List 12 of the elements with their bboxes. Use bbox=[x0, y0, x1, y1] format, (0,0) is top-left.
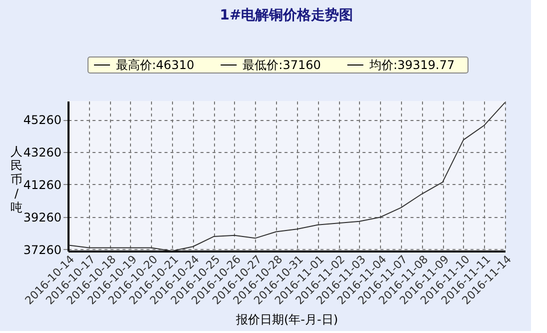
chart-title: 1#电解铜价格走势图 bbox=[220, 8, 354, 24]
text: 均价:39319.77 bbox=[368, 58, 455, 72]
text: 最低价:37160 bbox=[242, 58, 321, 72]
text: 最高价:46310 bbox=[116, 58, 194, 72]
y-tick-label: 37260 bbox=[23, 242, 62, 257]
y-tick-label: 41260 bbox=[23, 178, 62, 192]
y-tick-label: 45260 bbox=[23, 113, 62, 128]
y-tick-label: 43260 bbox=[23, 145, 62, 160]
y-axis-title: 人民币/吨 bbox=[10, 144, 22, 214]
line-series bbox=[68, 102, 506, 252]
x-axis-title: 报价日期(年-月-日) bbox=[234, 312, 338, 326]
y-tick-label: 39260 bbox=[23, 210, 62, 224]
